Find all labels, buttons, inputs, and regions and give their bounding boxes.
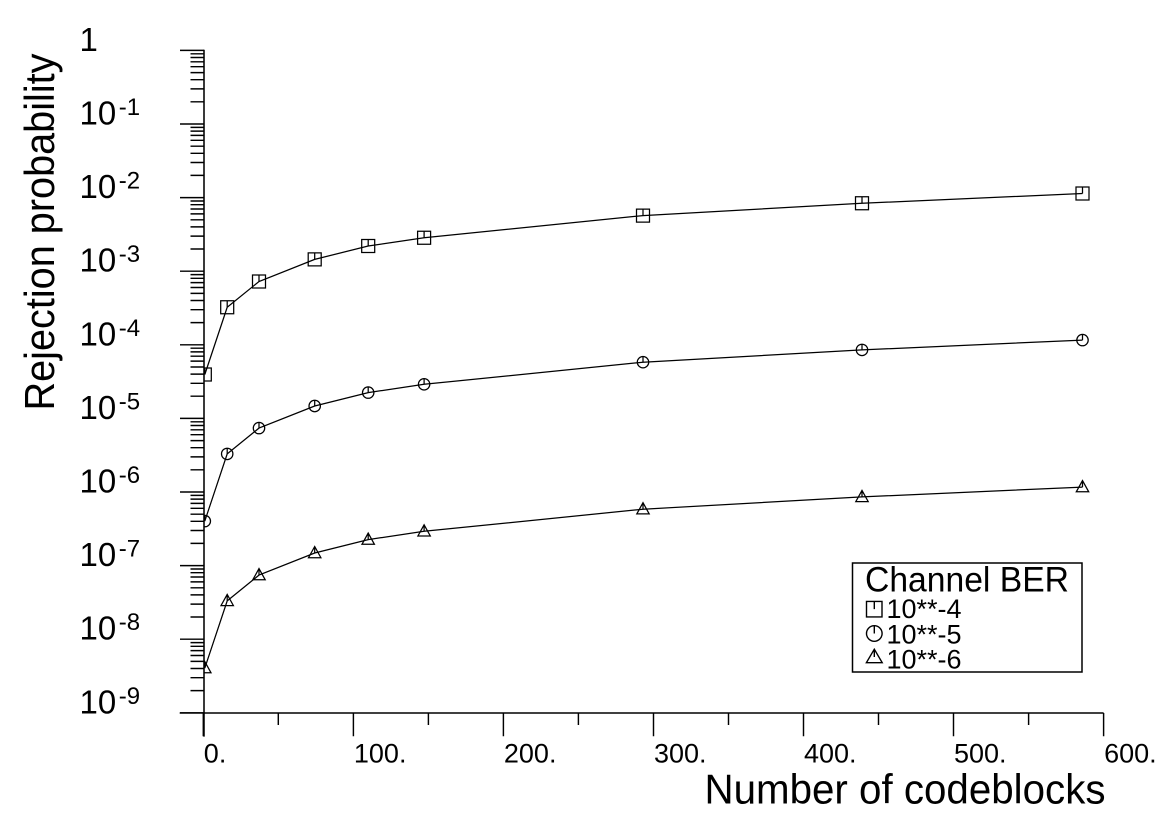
svg-text:1: 1 [80,21,98,58]
svg-text:10**-5: 10**-5 [887,619,962,649]
svg-text:200.: 200. [504,738,557,768]
svg-text:500.: 500. [954,738,1007,768]
svg-text:Channel BER: Channel BER [865,561,1069,600]
svg-text:400.: 400. [804,738,857,768]
svg-text:10**-4: 10**-4 [887,594,962,624]
svg-text:10**-6: 10**-6 [887,644,962,674]
svg-text:100.: 100. [354,738,407,768]
svg-text:Number of codeblocks: Number of codeblocks [705,766,1106,813]
svg-text:600.: 600. [1104,738,1157,768]
svg-text:10-3: 10 -3 [80,241,141,279]
svg-text:0.: 0. [204,738,227,768]
svg-text:10-1: 10 -1 [80,94,141,132]
svg-text:Rejection probability: Rejection probability [16,54,63,411]
svg-text:300.: 300. [654,738,707,768]
